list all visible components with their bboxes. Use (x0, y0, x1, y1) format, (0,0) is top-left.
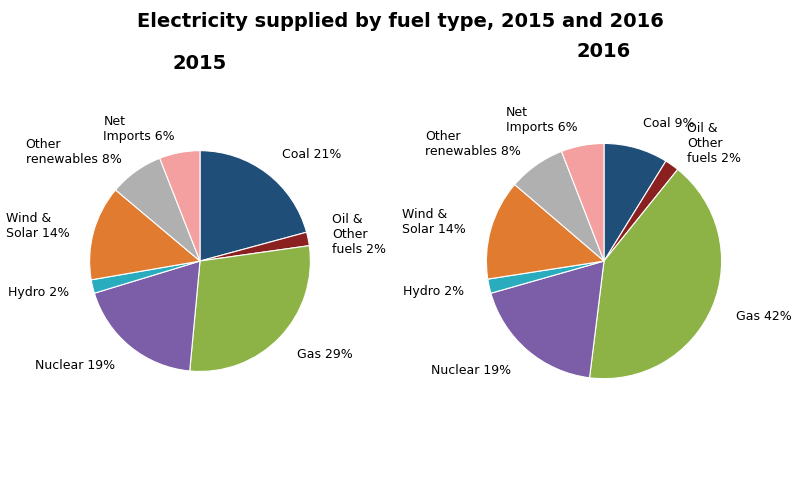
Text: Net
Imports 6%: Net Imports 6% (103, 114, 175, 143)
Wedge shape (590, 170, 722, 379)
Text: Net
Imports 6%: Net Imports 6% (506, 106, 578, 134)
Wedge shape (94, 261, 200, 371)
Text: Electricity supplied by fuel type, 2015 and 2016: Electricity supplied by fuel type, 2015 … (137, 12, 663, 31)
Text: Oil &
Other
fuels 2%: Oil & Other fuels 2% (332, 213, 386, 255)
Wedge shape (91, 261, 200, 293)
Title: 2016: 2016 (577, 42, 631, 61)
Wedge shape (190, 246, 310, 371)
Text: Other
renewables 8%: Other renewables 8% (26, 137, 122, 166)
Wedge shape (200, 151, 306, 261)
Text: Wind &
Solar 14%: Wind & Solar 14% (402, 208, 466, 236)
Wedge shape (562, 143, 604, 261)
Wedge shape (486, 184, 604, 279)
Text: Wind &
Solar 14%: Wind & Solar 14% (6, 212, 70, 240)
Wedge shape (491, 261, 604, 378)
Text: Gas 42%: Gas 42% (736, 310, 792, 323)
Text: Hydro 2%: Hydro 2% (402, 285, 464, 298)
Text: Coal 21%: Coal 21% (282, 148, 342, 160)
Text: Oil &
Other
fuels 2%: Oil & Other fuels 2% (687, 123, 741, 165)
Text: Gas 29%: Gas 29% (298, 348, 353, 361)
Wedge shape (604, 161, 678, 261)
Text: Coal 9%: Coal 9% (643, 116, 694, 129)
Text: Nuclear 19%: Nuclear 19% (430, 364, 510, 376)
Text: Nuclear 19%: Nuclear 19% (34, 359, 115, 372)
Wedge shape (604, 143, 666, 261)
Title: 2015: 2015 (173, 54, 227, 73)
Wedge shape (90, 190, 200, 280)
Wedge shape (115, 158, 200, 261)
Text: Other
renewables 8%: Other renewables 8% (426, 130, 521, 158)
Wedge shape (200, 232, 310, 261)
Wedge shape (514, 151, 604, 261)
Text: Hydro 2%: Hydro 2% (8, 285, 69, 299)
Wedge shape (488, 261, 604, 293)
Wedge shape (160, 151, 200, 261)
